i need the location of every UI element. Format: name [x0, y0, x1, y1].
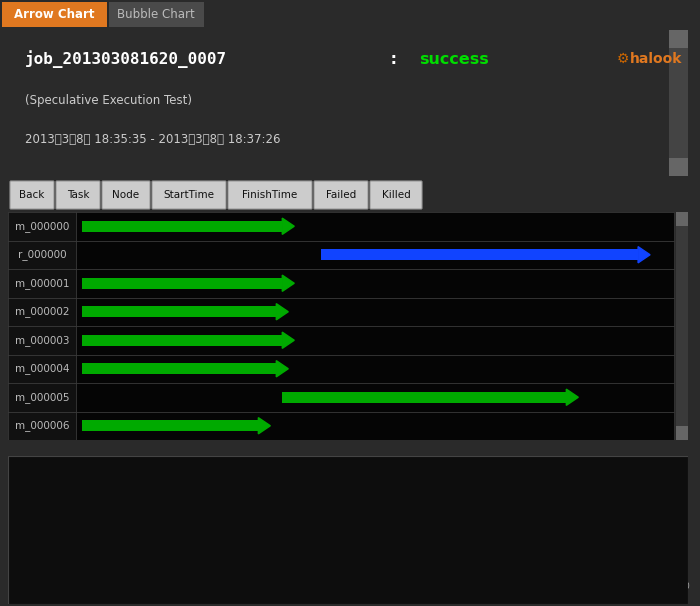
Text: 2013年3月8日 18:35:35 - 2013年3月8日 18:37:26: 2013年3月8日 18:35:35 - 2013年3月8日 18:37:26	[25, 133, 281, 146]
Bar	[8, 411, 76, 440]
Text: job_201303081620_0007: job_201303081620_0007	[25, 50, 227, 68]
Text: r_000000: r_000000	[18, 249, 66, 260]
Bar	[8, 269, 76, 298]
Text: Failed: Failed	[326, 190, 356, 200]
Polygon shape	[566, 389, 578, 405]
Text: m_000003: m_000003	[15, 335, 69, 345]
Bar	[82, 364, 276, 374]
FancyBboxPatch shape	[102, 181, 150, 209]
Bar	[82, 335, 282, 345]
FancyBboxPatch shape	[314, 181, 368, 209]
Polygon shape	[638, 247, 650, 263]
Text: Bubble Chart: Bubble Chart	[117, 7, 195, 21]
Bar	[8, 298, 76, 326]
Bar	[82, 278, 282, 288]
Bar	[82, 221, 282, 231]
Text: success: success	[419, 52, 489, 67]
Polygon shape	[282, 218, 294, 235]
Bar	[76, 411, 674, 440]
Polygon shape	[258, 418, 270, 434]
Polygon shape	[282, 332, 294, 348]
Polygon shape	[276, 361, 288, 377]
Bar	[669, 159, 688, 176]
Text: Back: Back	[20, 190, 45, 200]
Bar	[676, 212, 688, 440]
Bar	[669, 30, 688, 47]
Bar	[76, 355, 674, 383]
Bar	[8, 241, 76, 269]
Text: m_000005: m_000005	[15, 392, 69, 403]
Text: m_000002: m_000002	[15, 306, 69, 317]
Bar	[282, 392, 566, 402]
Text: m_000001: m_000001	[15, 278, 69, 288]
Bar	[82, 307, 276, 317]
Text: ⚙: ⚙	[617, 52, 629, 66]
Text: m_000000: m_000000	[15, 221, 69, 231]
Bar	[669, 30, 688, 176]
Bar	[8, 326, 76, 355]
Text: m_000006: m_000006	[15, 421, 69, 431]
FancyBboxPatch shape	[228, 181, 312, 209]
Bar	[76, 326, 674, 355]
Text: halook: halook	[630, 52, 682, 66]
Text: m_000004: m_000004	[15, 363, 69, 374]
Polygon shape	[276, 304, 288, 320]
Text: Arrow Chart: Arrow Chart	[14, 7, 94, 21]
Bar	[109, 2, 204, 27]
Y-axis label: Concurrent task num: Concurrent task num	[52, 464, 62, 574]
Bar	[676, 212, 688, 226]
Bar	[2, 2, 107, 27]
Bar	[8, 212, 76, 241]
Bar	[82, 421, 258, 431]
Bar	[321, 249, 638, 260]
Bar	[676, 426, 688, 440]
Polygon shape	[282, 275, 294, 291]
Text: FinishTime: FinishTime	[242, 190, 298, 200]
Bar	[76, 241, 674, 269]
Text: StartTime: StartTime	[164, 190, 214, 200]
FancyBboxPatch shape	[56, 181, 100, 209]
Bar	[76, 298, 674, 326]
Bar	[76, 269, 674, 298]
Text: :: :	[386, 52, 409, 67]
FancyBboxPatch shape	[152, 181, 226, 209]
Text: Task: Task	[66, 190, 90, 200]
Text: Killed: Killed	[382, 190, 410, 200]
Text: Node: Node	[113, 190, 139, 200]
Bar	[8, 355, 76, 383]
FancyBboxPatch shape	[370, 181, 422, 209]
Bar	[76, 383, 674, 411]
Bar	[8, 383, 76, 411]
Text: (Speculative Execution Test): (Speculative Execution Test)	[25, 93, 192, 107]
Bar	[76, 212, 674, 241]
FancyBboxPatch shape	[10, 181, 54, 209]
